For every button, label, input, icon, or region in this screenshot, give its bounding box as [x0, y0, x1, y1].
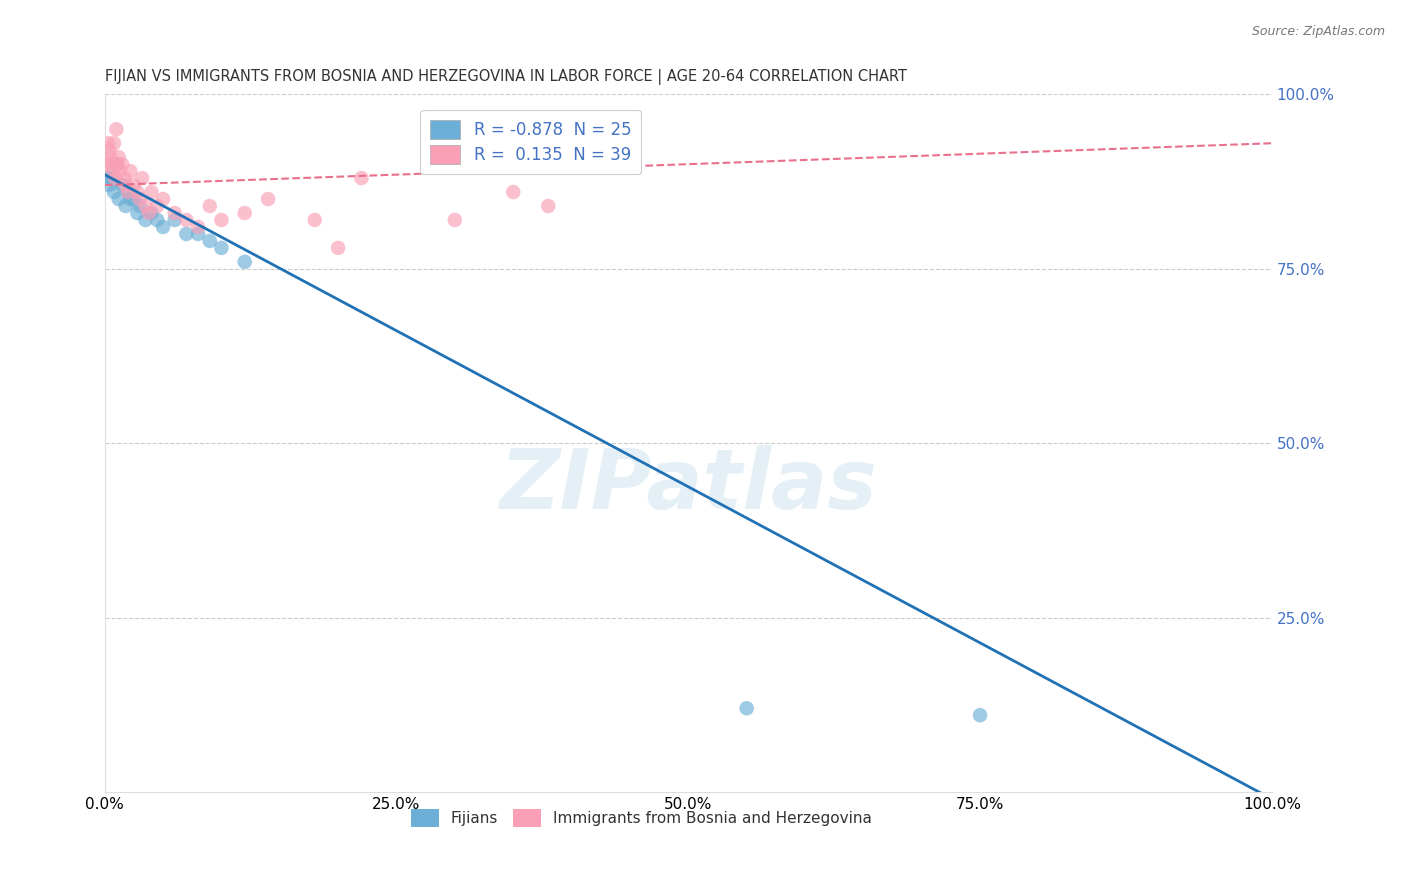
Point: [120, 164, 142, 178]
Point: [146, 213, 169, 227]
Point: [152, 192, 174, 206]
Point: [127, 185, 149, 199]
Point: [103, 136, 125, 151]
Point: [114, 178, 136, 193]
Point: [108, 164, 131, 178]
Point: [141, 206, 163, 220]
Point: [107, 192, 129, 206]
Point: [141, 185, 163, 199]
Point: [209, 241, 232, 255]
Point: [163, 206, 186, 220]
Text: ZIPatlas: ZIPatlas: [499, 444, 877, 525]
Point: [209, 213, 232, 227]
Point: [152, 219, 174, 234]
Point: [257, 192, 280, 206]
Point: [100, 157, 122, 171]
Point: [105, 122, 128, 136]
Point: [163, 213, 186, 227]
Point: [127, 206, 149, 220]
Point: [111, 178, 134, 193]
Point: [444, 213, 467, 227]
Point: [537, 199, 560, 213]
Point: [326, 241, 349, 255]
Point: [135, 199, 157, 213]
Point: [176, 227, 198, 241]
Point: [114, 199, 136, 213]
Point: [198, 234, 221, 248]
Legend: Fijians, Immigrants from Bosnia and Herzegovina: Fijians, Immigrants from Bosnia and Herz…: [405, 804, 879, 833]
Point: [97, 136, 120, 151]
Point: [128, 192, 150, 206]
Point: [100, 171, 122, 186]
Point: [350, 171, 373, 186]
Point: [117, 185, 139, 199]
Point: [96, 157, 118, 171]
Point: [107, 157, 129, 171]
Point: [120, 192, 142, 206]
Point: [122, 178, 145, 193]
Point: [98, 178, 121, 193]
Point: [98, 143, 121, 157]
Point: [233, 255, 256, 269]
Point: [114, 171, 136, 186]
Point: [107, 150, 129, 164]
Point: [100, 150, 122, 164]
Point: [198, 199, 221, 213]
Point: [131, 171, 153, 186]
Point: [103, 185, 125, 199]
Point: [502, 185, 524, 199]
Point: [128, 199, 150, 213]
Point: [969, 708, 991, 723]
Point: [101, 164, 124, 178]
Point: [117, 185, 139, 199]
Point: [304, 213, 326, 227]
Point: [105, 157, 128, 171]
Point: [96, 171, 118, 186]
Point: [233, 206, 256, 220]
Point: [735, 701, 758, 715]
Text: Source: ZipAtlas.com: Source: ZipAtlas.com: [1251, 25, 1385, 38]
Point: [135, 213, 157, 227]
Point: [176, 213, 198, 227]
Point: [104, 171, 127, 186]
Point: [138, 206, 160, 220]
Point: [111, 157, 134, 171]
Point: [187, 219, 209, 234]
Point: [187, 227, 209, 241]
Text: FIJIAN VS IMMIGRANTS FROM BOSNIA AND HERZEGOVINA IN LABOR FORCE | AGE 20-64 CORR: FIJIAN VS IMMIGRANTS FROM BOSNIA AND HER…: [104, 69, 907, 85]
Point: [146, 199, 169, 213]
Point: [122, 192, 145, 206]
